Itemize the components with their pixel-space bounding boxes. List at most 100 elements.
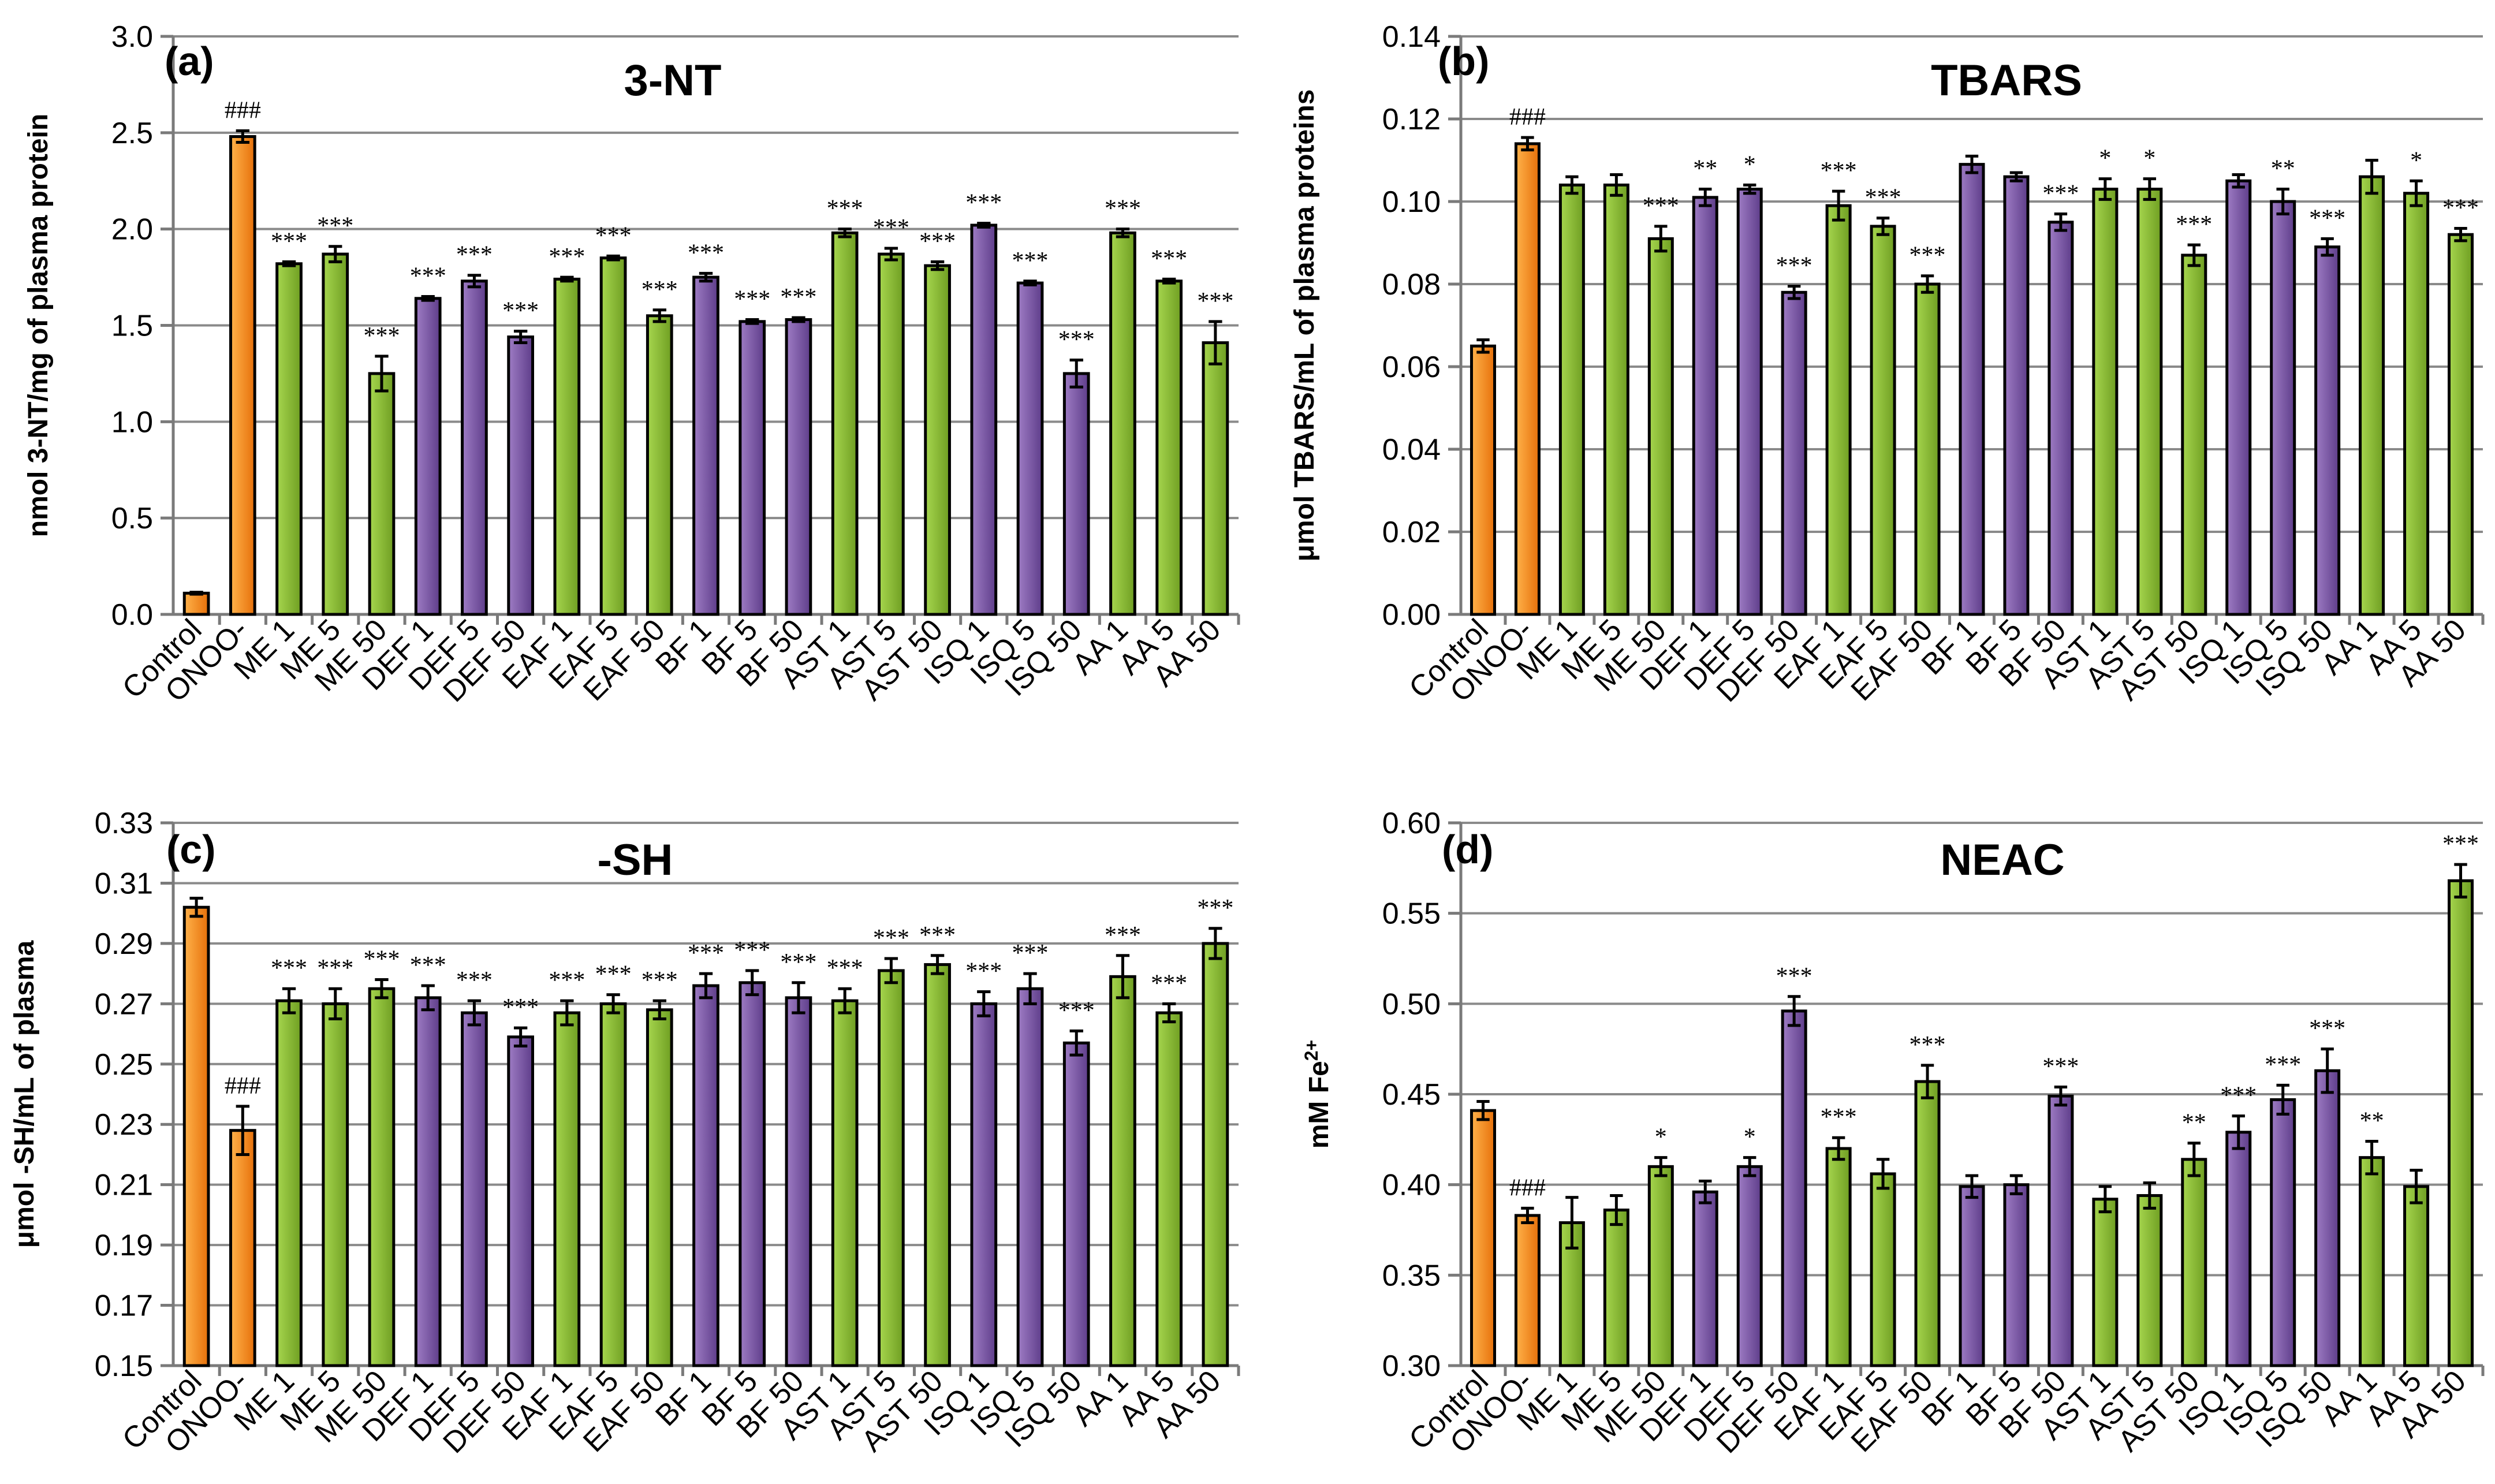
bar-isq-50 (2314, 1069, 2341, 1367)
y-tick-label: 0.17 (95, 1289, 153, 1323)
significance-label: ### (1509, 104, 1546, 130)
bar-bf-1 (1959, 1185, 1985, 1367)
significance-label: *** (919, 922, 956, 949)
bar-isq-5 (1016, 987, 1044, 1367)
significance-label: *** (642, 967, 678, 994)
bar-control (182, 591, 210, 616)
significance-label: *** (502, 994, 539, 1021)
significance-label: *** (688, 240, 724, 266)
y-axis-label: μmol -SH/mL of plasma (9, 940, 40, 1248)
bar-eaf-5 (599, 1002, 627, 1367)
bar-me-50 (1647, 1165, 1674, 1367)
significance-label: *** (642, 277, 678, 303)
y-tick-label: 0.55 (1382, 897, 1441, 931)
bar-ast-50 (924, 264, 951, 616)
y-tick-label: 0.5 (111, 502, 153, 535)
bar-aa-1 (2359, 175, 2385, 616)
bar-aa-50 (1202, 341, 1229, 616)
significance-label: *** (1151, 970, 1187, 997)
significance-label: *** (410, 952, 446, 979)
bar-isq-5 (1016, 281, 1044, 616)
bar-onoo- (229, 135, 256, 616)
significance-label: *** (1197, 895, 1233, 922)
bar-me-5 (1603, 1209, 1629, 1367)
significance-label: * (1744, 1124, 1756, 1151)
significance-label: *** (363, 946, 400, 973)
bar-bf-1 (1959, 163, 1985, 616)
bar-def-5 (461, 279, 488, 616)
y-tick-label: 0.15 (95, 1349, 153, 1383)
significance-label: *** (965, 190, 1002, 217)
significance-label: * (2410, 147, 2422, 174)
y-tick-label: 0.06 (1382, 351, 1441, 384)
y-tick-label: 0.21 (95, 1169, 153, 1202)
bar-aa-1 (1109, 975, 1136, 1367)
bar-eaf-1 (1825, 1147, 1852, 1367)
bar-eaf-50 (646, 314, 673, 616)
significance-label: ** (2360, 1108, 2384, 1134)
significance-label: *** (595, 222, 632, 249)
bar-eaf-50 (1914, 282, 1941, 616)
y-tick-label: 0.27 (95, 987, 153, 1021)
y-tick-label: 0.08 (1382, 268, 1441, 301)
y-tick-label: 0.14 (1382, 20, 1441, 54)
bar-me-1 (275, 262, 303, 616)
panel-title: 3-NT (624, 56, 722, 105)
significance-label: *** (965, 958, 1002, 985)
bar-eaf-1 (553, 277, 581, 616)
y-tick-label: 2.0 (111, 213, 153, 247)
bar-def-1 (414, 297, 442, 616)
significance-label: ### (1509, 1174, 1546, 1201)
bar-me-50 (368, 372, 396, 616)
significance-label: *** (1151, 245, 1187, 272)
bar-aa-5 (2403, 1185, 2430, 1367)
bar-ast-50 (2181, 253, 2207, 616)
bar-bf-5 (2003, 175, 2030, 616)
bar-control (1470, 344, 1496, 616)
bar-eaf-5 (599, 256, 627, 616)
panel-label: (d) (1442, 827, 1493, 872)
significance-label: *** (734, 286, 770, 312)
bar-isq-1 (2225, 1131, 2252, 1367)
panel-title: NEAC (1940, 836, 2064, 885)
bar-control (182, 905, 210, 1367)
significance-label: *** (2042, 1053, 2079, 1080)
significance-label: *** (873, 925, 909, 952)
panel-title: TBARS (1931, 56, 2082, 105)
bar-def-5 (461, 1011, 488, 1367)
significance-label: *** (2265, 1052, 2301, 1078)
significance-label: *** (873, 215, 909, 241)
significance-label: *** (780, 284, 816, 311)
y-tick-label: 0.25 (95, 1048, 153, 1082)
bar-me-1 (1558, 183, 1585, 616)
significance-label: *** (734, 937, 770, 964)
y-tick-label: 0.04 (1382, 433, 1441, 467)
panel-label: (c) (166, 827, 216, 872)
bar-eaf-5 (1870, 225, 1896, 616)
y-axis-label: nmol 3-NT/mg of plasma protein (23, 114, 54, 537)
significance-label: * (2143, 146, 2155, 172)
y-tick-label: 0.60 (1382, 807, 1441, 840)
y-tick-label: 0.00 (1382, 598, 1441, 632)
significance-label: *** (1058, 997, 1095, 1024)
bar-ast-1 (2092, 188, 2119, 616)
bar-isq-50 (2314, 245, 2341, 616)
bar-ast-1 (831, 999, 859, 1367)
significance-label: *** (549, 967, 585, 994)
bar-aa-5 (1155, 1011, 1183, 1367)
panel-2: 0.000.020.040.060.080.100.120.14Control#… (1289, 20, 2485, 709)
y-tick-label: 0.45 (1382, 1078, 1441, 1112)
significance-label: *** (1821, 158, 1857, 184)
bar-isq-1 (2225, 179, 2252, 616)
significance-label: *** (919, 228, 956, 255)
bar-isq-1 (970, 1002, 998, 1367)
significance-label: *** (1012, 248, 1049, 274)
y-tick-label: 0.0 (111, 598, 153, 632)
y-tick-label: 0.30 (1382, 1349, 1441, 1383)
significance-label: *** (688, 940, 724, 967)
bar-isq-50 (1062, 372, 1090, 616)
significance-label: *** (2042, 180, 2079, 207)
y-axis-label: mM Fe2+ (1301, 1040, 1334, 1149)
bar-bf-50 (785, 318, 812, 616)
bar-eaf-50 (1914, 1080, 1941, 1367)
